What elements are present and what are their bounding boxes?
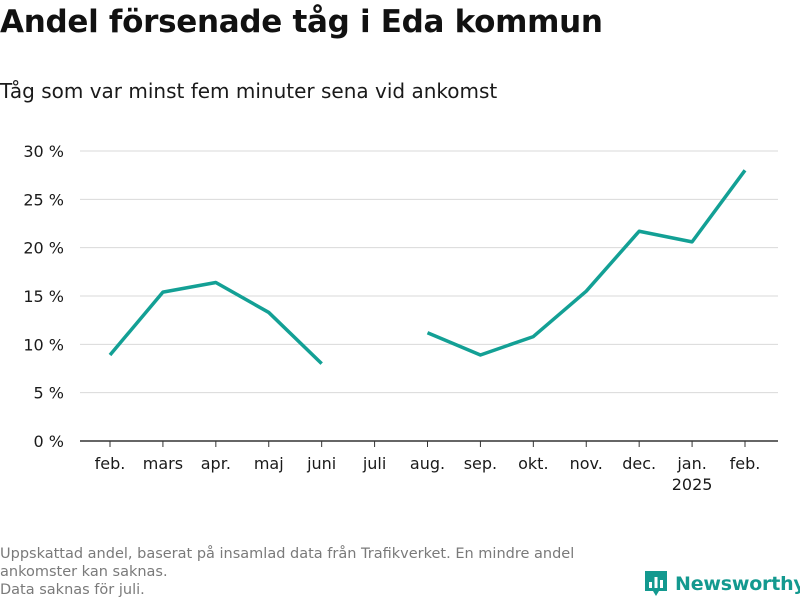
x-tick-label: nov.	[570, 454, 603, 473]
footnote-source: Uppskattad andel, baserat på insamlad da…	[0, 546, 575, 580]
grid-lines	[80, 150, 778, 394]
y-tick-label: 10 %	[23, 335, 64, 354]
footnote-missing-data: Data saknas för juli.	[0, 582, 145, 598]
y-tick-label: 20 %	[23, 239, 64, 258]
x-tick-label: aug.	[410, 454, 445, 473]
chart-title: Andel försenade tåg i Eda kommun	[0, 4, 603, 40]
x-tick-label: juli	[362, 454, 386, 473]
series-lines	[108, 169, 747, 365]
x-tick-sublabel: 2025	[672, 475, 713, 494]
y-tick-label: 15 %	[23, 287, 64, 306]
y-axis-ticks: 0 % 5 % 10 % 15 % 20 % 25 % 30 %	[23, 142, 64, 451]
bar-chart-logo-icon	[645, 571, 667, 596]
brand-logo-link[interactable]: Newsworthy	[645, 570, 800, 598]
series-line-segment	[108, 280, 323, 365]
brand-name: Newsworthy	[675, 573, 800, 595]
x-tick-label: dec.	[622, 454, 656, 473]
x-tick-label: okt.	[518, 454, 548, 473]
chart-footnote: Uppskattad andel, baserat på insamlad da…	[0, 545, 630, 599]
y-tick-label: 5 %	[34, 384, 64, 403]
chart-subtitle: Tåg som var minst fem minuter sena vid a…	[0, 79, 498, 103]
x-tick-label: apr.	[201, 454, 231, 473]
series-line-segment	[426, 169, 747, 357]
y-tick-label: 30 %	[23, 142, 64, 161]
x-axis-ticks: feb. mars apr. maj juni juli aug. sep. okt. nov. d…	[95, 441, 761, 494]
y-tick-label: 25 %	[23, 190, 64, 209]
x-tick-label: maj	[254, 454, 284, 473]
y-tick-label: 0 %	[34, 432, 64, 451]
x-tick-label: jan.	[676, 454, 706, 473]
x-tick-label: feb.	[730, 454, 761, 473]
x-tick-label: mars	[143, 454, 183, 473]
x-tick-label: feb.	[95, 454, 126, 473]
x-tick-label: sep.	[464, 454, 497, 473]
x-tick-label: juni	[306, 454, 336, 473]
line-chart: 0 % 5 % 10 % 15 % 20 % 25 % 30 % feb. mars apr. m…	[23, 142, 778, 494]
